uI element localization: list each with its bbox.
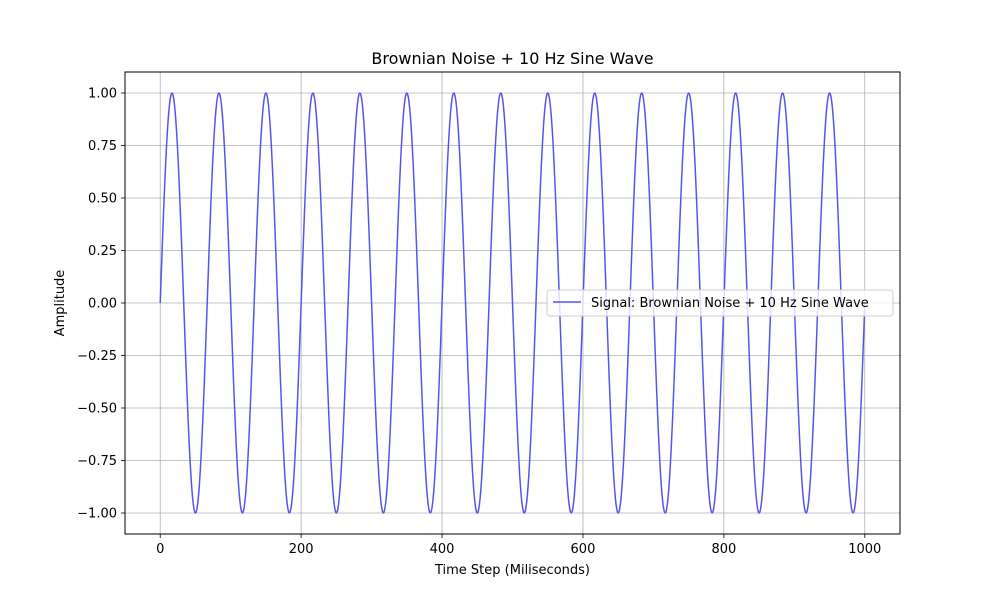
y-tick-label: 0.50 [88,192,117,207]
y-tick-label: 0.25 [88,244,117,259]
x-tick-label: 600 [571,542,596,557]
chart-title: Brownian Noise + 10 Hz Sine Wave [371,49,653,68]
y-tick-label: 0.75 [88,139,117,154]
legend-label: Signal: Brownian Noise + 10 Hz Sine Wave [591,296,869,311]
y-tick-label: −0.75 [77,454,117,469]
x-tick-label: 200 [289,542,314,557]
y-tick-label: −0.50 [77,402,117,417]
y-tick-label: 1.00 [88,87,117,102]
legend-box [546,289,894,317]
x-tick-label: 1000 [848,542,881,557]
y-axis-label: Amplitude [53,270,68,337]
y-tick-label: −0.25 [77,349,117,364]
legend: Signal: Brownian Noise + 10 Hz Sine Wave [546,289,894,317]
ticks: 0 200 400 600 800 1000 1.00 0.75 0.50 0.25 0.00 −0.… [77,87,881,558]
x-tick-label: 400 [430,542,455,557]
y-tick-label: 0.00 [88,297,117,312]
y-tick-label: −1.00 [77,507,117,522]
x-axis-label: Time Step (Miliseconds) [434,563,590,578]
x-tick-label: 800 [711,542,736,557]
x-tick-label: 0 [156,542,164,557]
